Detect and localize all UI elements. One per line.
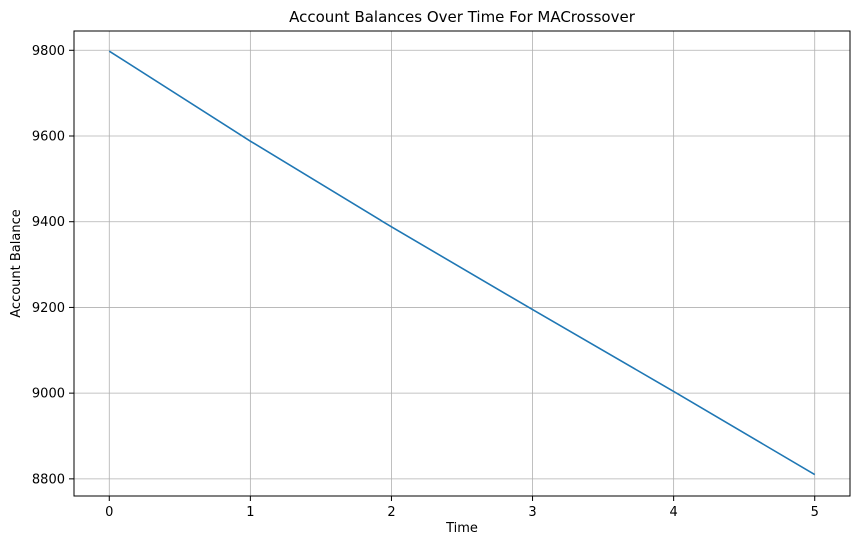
x-tick-label: 1 (246, 505, 254, 520)
y-axis-title: Account Balance (9, 209, 24, 317)
x-tick-label: 5 (811, 505, 819, 520)
y-tick-label: 9200 (32, 301, 65, 316)
series-line (108, 50, 816, 476)
plot-frame (73, 30, 851, 497)
x-tick-label: 2 (387, 505, 395, 520)
y-tick-label: 8800 (32, 472, 65, 487)
y-axis: 8800 9000 9200 9400 9600 9800 (32, 44, 74, 487)
y-tick-label: 9000 (32, 387, 65, 402)
y-tick-label: 9400 (32, 215, 65, 230)
x-axis: 0 1 2 3 4 5 (105, 496, 819, 520)
grid (74, 31, 850, 496)
x-tick-label: 0 (105, 505, 113, 520)
y-tick-label: 9600 (32, 130, 65, 145)
x-axis-title: Time (445, 521, 478, 536)
series-layer (108, 50, 816, 476)
chart-title: Account Balances Over Time For MACrossov… (289, 8, 636, 26)
x-tick-label: 3 (528, 505, 536, 520)
x-tick-label: 4 (669, 505, 677, 520)
y-tick-label: 9800 (32, 44, 65, 59)
